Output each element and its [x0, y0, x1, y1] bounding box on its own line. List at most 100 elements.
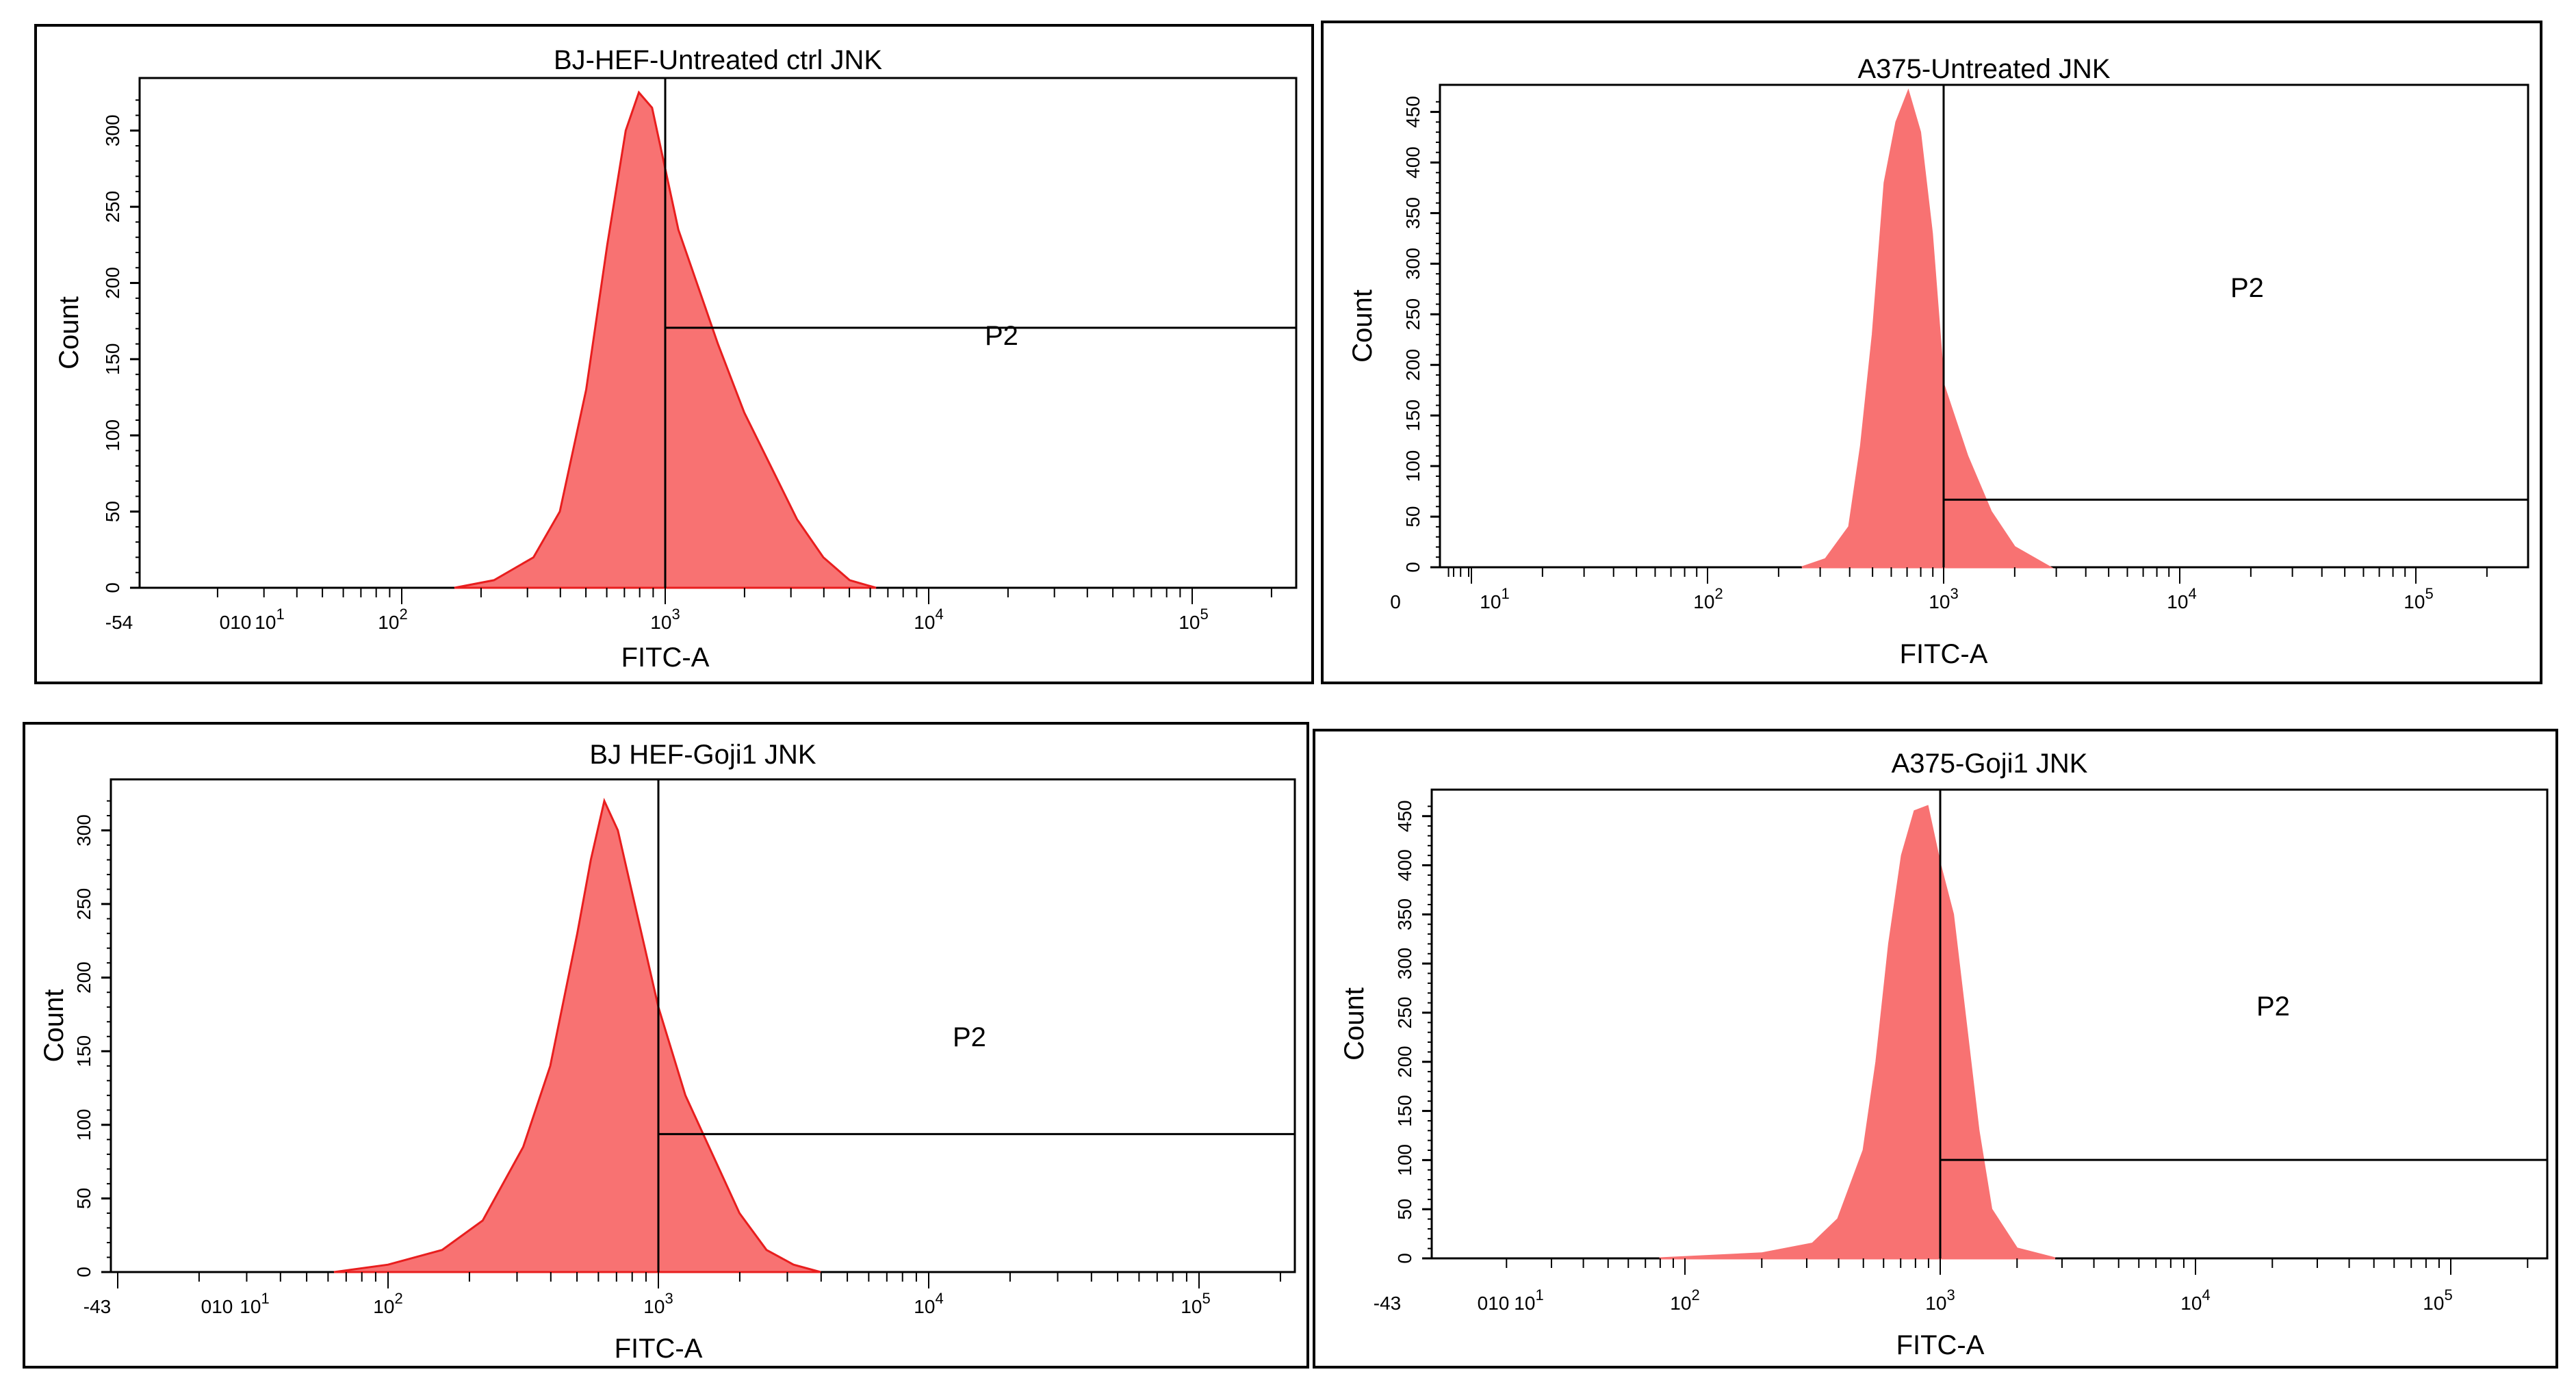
y-tick-label: 200	[73, 961, 94, 994]
gate-label: P2	[985, 321, 1018, 351]
x-tick-exponent: 1	[261, 1290, 269, 1307]
y-axis-label: Count	[54, 296, 84, 370]
x-tick-label: 103	[643, 1290, 673, 1317]
chart-panel-bj-hef-goji1: BJ HEF-Goji1 JNK P2 0 50 100 150 200 250 300 Coun…	[23, 722, 1309, 1369]
x-tick-label: 010	[1478, 1293, 1510, 1314]
x-tick-exponent: 2	[1714, 585, 1723, 602]
x-tick-label: 105	[1181, 1290, 1210, 1317]
x-tick-label: 010	[220, 612, 252, 633]
y-tick-label: 450	[1394, 800, 1415, 832]
x-tick-exponent: 4	[2188, 585, 2196, 602]
chart-title: A375-Untreated JNK	[1857, 54, 2110, 84]
histogram-a375-untreated: A375-Untreated JNKP205010015020025030035…	[1348, 54, 2529, 669]
x-tick-exponent: 2	[1691, 1286, 1699, 1304]
y-tick-label: 0	[1394, 1253, 1415, 1264]
x-tick-label: 101	[240, 1290, 269, 1317]
x-tick-exponent: 2	[399, 606, 407, 623]
x-tick-exponent: 5	[1202, 1290, 1210, 1307]
x-axis-label: FITC-A	[621, 643, 710, 673]
gate-label: P2	[953, 1022, 986, 1052]
x-tick-label: 104	[914, 1290, 943, 1317]
x-tick-label: 101	[255, 606, 284, 633]
y-tick-label: 50	[73, 1188, 94, 1209]
x-tick-exponent: 3	[671, 606, 680, 623]
y-tick-label: 350	[1394, 898, 1415, 931]
x-tick-exponent: 3	[665, 1290, 673, 1307]
y-tick-label: 250	[1394, 997, 1415, 1029]
x-tick-label: -43	[1374, 1293, 1401, 1314]
y-tick-label: 0	[73, 1267, 94, 1278]
histogram-area	[333, 797, 821, 1273]
y-tick-label: 300	[102, 114, 123, 146]
y-tick-label: 200	[1402, 349, 1424, 381]
y-tick-label: 200	[1394, 1046, 1415, 1078]
x-tick-label: 103	[650, 606, 680, 633]
gate-label: P2	[2256, 991, 2290, 1022]
x-tick-label: 102	[378, 606, 407, 633]
chart-title: A375-Goji1 JNK	[1892, 749, 2088, 779]
y-tick-label: 150	[102, 343, 123, 376]
x-tick-exponent: 1	[1535, 1286, 1543, 1304]
x-tick-label: 104	[2180, 1286, 2210, 1314]
x-axis-label: FITC-A	[1900, 639, 1988, 669]
x-tick-label: 105	[2404, 585, 2433, 612]
y-tick-label: 450	[1402, 96, 1424, 128]
chart-title: BJ-HEF-Untreated ctrl JNK	[554, 45, 882, 75]
y-tick-label: 250	[1402, 298, 1424, 330]
x-tick-label: 104	[2167, 585, 2196, 612]
y-tick-label: 250	[73, 888, 94, 920]
chart-panel-bj-hef-untreated: BJ-HEF-Untreated ctrl JNK P2 0 50 100 150 200 2…	[34, 24, 1314, 684]
x-tick-exponent: 5	[2444, 1286, 2452, 1304]
y-tick-label: 200	[102, 267, 123, 299]
y-axis-label: Count	[1339, 987, 1369, 1061]
x-tick-label: 101	[1514, 1286, 1543, 1314]
y-tick-label: 150	[1402, 400, 1424, 432]
y-tick-label: 400	[1394, 849, 1415, 881]
x-tick-label: 010	[201, 1296, 233, 1317]
y-tick-label: 400	[1402, 146, 1424, 179]
x-tick-label: 102	[1670, 1286, 1699, 1314]
histogram-bj-hef-untreated: BJ-HEF-Untreated ctrl JNK P2 0 50 100 150 200 2…	[54, 45, 1298, 673]
x-tick-exponent: 5	[2425, 585, 2433, 602]
y-tick-label: 50	[1394, 1199, 1415, 1220]
x-tick-exponent: 4	[935, 1290, 943, 1307]
x-tick-label: 0	[1390, 591, 1401, 612]
y-tick-label: 300	[73, 814, 94, 846]
x-tick-exponent: 1	[1501, 585, 1509, 602]
y-axis-label: Count	[1348, 289, 1378, 363]
x-tick-exponent: 4	[2202, 1286, 2210, 1304]
y-tick-label: 0	[1402, 562, 1424, 573]
histogram-area	[1801, 88, 2054, 569]
chart-panel-a375-goji1: A375-Goji1 JNK P2 0 50 100 150 200 250 300 350 400…	[1313, 729, 2558, 1369]
histogram-bj-hef-goji1: BJ HEF-Goji1 JNK P2 0 50 100 150 200 250 300 Coun…	[39, 740, 1296, 1364]
y-tick-label: 100	[1394, 1144, 1415, 1176]
x-tick-label: 103	[1929, 585, 1958, 612]
x-axis-label: FITC-A	[615, 1334, 703, 1364]
y-tick-label: 50	[1402, 506, 1424, 527]
y-tick-label: 50	[102, 501, 123, 522]
y-tick-label: 300	[1402, 248, 1424, 280]
y-tick-label: 350	[1402, 197, 1424, 229]
y-tick-label: 150	[1394, 1095, 1415, 1127]
x-tick-exponent: 3	[1950, 585, 1958, 602]
y-tick-label: 300	[1394, 948, 1415, 980]
x-tick-label: 103	[1925, 1286, 1955, 1314]
y-tick-label: 150	[73, 1035, 94, 1067]
x-tick-label: 102	[373, 1290, 402, 1317]
chart-panel-a375-untreated: A375-Untreated JNK P2 0 50 100 150 200 250 300 35…	[1321, 21, 2542, 684]
x-tick-label: 104	[914, 606, 943, 633]
plot-frame	[1430, 788, 2549, 1260]
x-axis-label: FITC-A	[1896, 1330, 1985, 1360]
histogram-a375-goji1: A375-Goji1 JNK P2 0 50 100 150 200 250 300 350 400…	[1339, 749, 2549, 1360]
x-tick-exponent: 2	[394, 1290, 402, 1307]
y-tick-label: 100	[102, 419, 123, 452]
x-tick-exponent: 1	[276, 606, 284, 623]
y-axis-label: Count	[39, 989, 69, 1063]
chart-title: BJ HEF-Goji1 JNK	[589, 740, 816, 770]
x-tick-label: 105	[1178, 606, 1208, 633]
x-tick-label: -43	[83, 1296, 111, 1317]
x-tick-exponent: 5	[1200, 606, 1208, 623]
histogram-area	[1659, 805, 2056, 1260]
x-tick-label: 101	[1480, 585, 1509, 612]
gate-label: P2	[2230, 273, 2264, 303]
